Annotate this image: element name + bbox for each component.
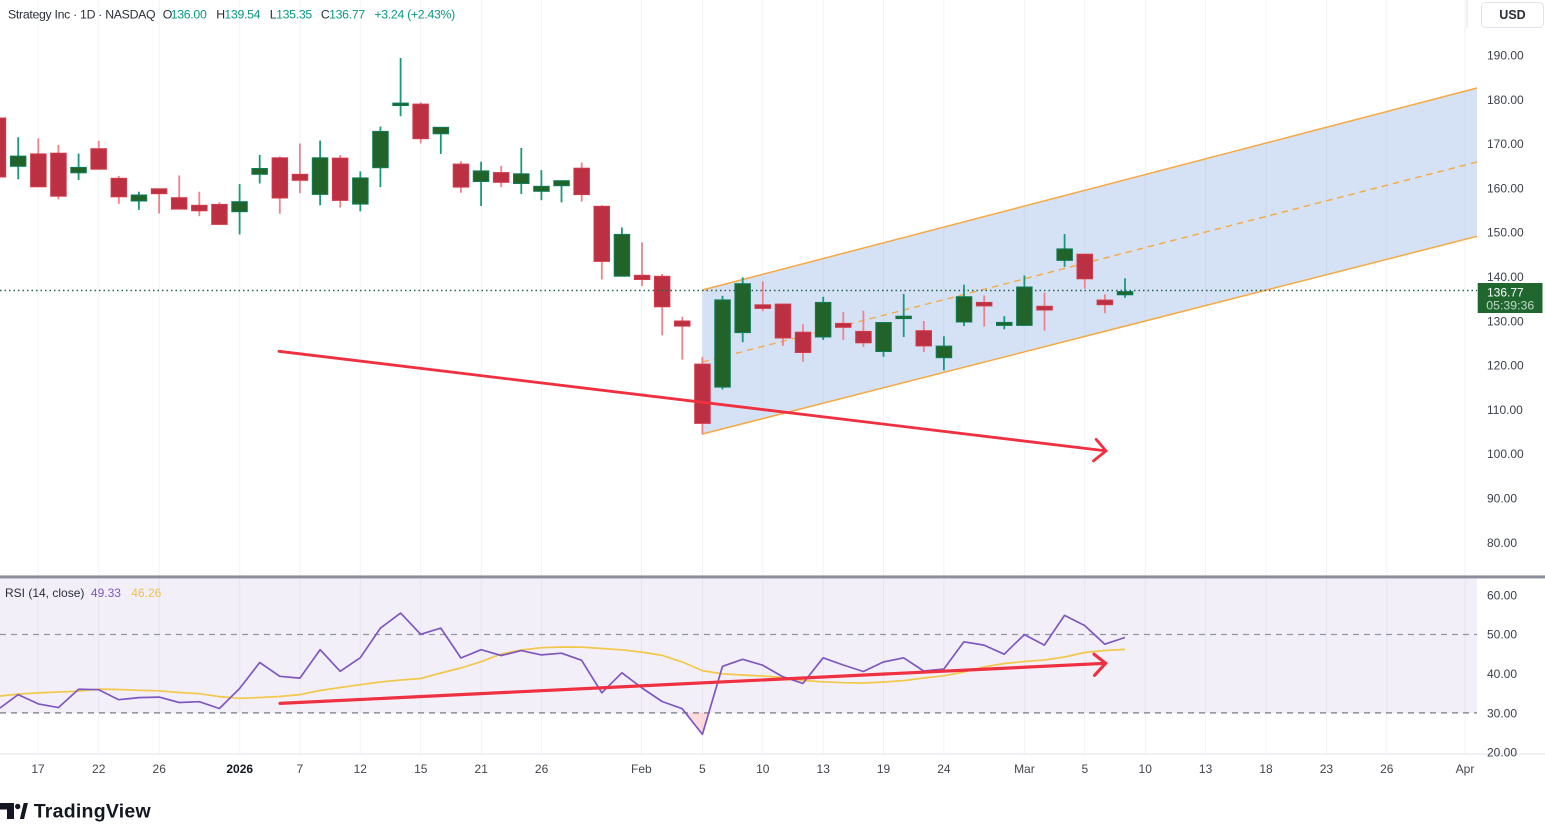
svg-text:19: 19 xyxy=(877,762,891,776)
svg-text:139.54: 139.54 xyxy=(224,8,260,22)
svg-text:20.00: 20.00 xyxy=(1487,745,1517,759)
svg-text:Mar: Mar xyxy=(1014,762,1035,776)
svg-text:O: O xyxy=(163,8,172,22)
svg-text:21: 21 xyxy=(475,762,489,776)
svg-text:17: 17 xyxy=(31,762,45,776)
svg-text:80.00: 80.00 xyxy=(1487,536,1517,550)
svg-text:Strategy Inc · 1D · NASDAQ: Strategy Inc · 1D · NASDAQ xyxy=(8,8,155,22)
svg-text:TradingView: TradingView xyxy=(34,801,152,823)
svg-text:120.00: 120.00 xyxy=(1487,359,1524,373)
svg-text:90.00: 90.00 xyxy=(1487,492,1517,506)
svg-text:15: 15 xyxy=(414,762,428,776)
svg-text:136.00: 136.00 xyxy=(171,8,207,22)
svg-text:130.00: 130.00 xyxy=(1487,314,1524,328)
svg-text:+3.24 (+2.43%): +3.24 (+2.43%) xyxy=(374,8,455,22)
svg-text:100.00: 100.00 xyxy=(1487,447,1524,461)
svg-text:13: 13 xyxy=(1199,762,1213,776)
svg-text:49.33: 49.33 xyxy=(91,586,121,600)
svg-text:05:39:36: 05:39:36 xyxy=(1486,299,1534,313)
svg-text:18: 18 xyxy=(1259,762,1273,776)
svg-text:170.00: 170.00 xyxy=(1487,137,1524,151)
svg-text:30.00: 30.00 xyxy=(1487,707,1517,721)
svg-text:135.35: 135.35 xyxy=(276,8,312,22)
svg-text:26: 26 xyxy=(535,762,549,776)
svg-text:22: 22 xyxy=(92,762,106,776)
svg-text:Feb: Feb xyxy=(631,762,652,776)
svg-text:150.00: 150.00 xyxy=(1487,226,1524,240)
svg-text:10: 10 xyxy=(756,762,770,776)
svg-text:13: 13 xyxy=(817,762,831,776)
svg-text:50.00: 50.00 xyxy=(1487,628,1517,642)
svg-text:7: 7 xyxy=(297,762,304,776)
svg-text:23: 23 xyxy=(1320,762,1334,776)
svg-text:C: C xyxy=(321,8,330,22)
svg-text:RSI (14, close): RSI (14, close) xyxy=(5,586,84,600)
svg-text:110.00: 110.00 xyxy=(1487,403,1523,417)
svg-text:10: 10 xyxy=(1139,762,1153,776)
svg-text:5: 5 xyxy=(1081,762,1088,776)
svg-text:190.00: 190.00 xyxy=(1487,49,1524,63)
svg-text:26: 26 xyxy=(1380,762,1394,776)
svg-text:5: 5 xyxy=(699,762,706,776)
svg-text:136.77: 136.77 xyxy=(329,8,365,22)
svg-text:180.00: 180.00 xyxy=(1487,93,1524,107)
svg-text:160.00: 160.00 xyxy=(1487,181,1524,195)
svg-text:46.26: 46.26 xyxy=(131,586,161,600)
svg-text:140.00: 140.00 xyxy=(1487,270,1524,284)
svg-text:USD: USD xyxy=(1499,8,1525,22)
svg-text:40.00: 40.00 xyxy=(1487,667,1517,681)
svg-text:12: 12 xyxy=(354,762,368,776)
svg-text:136.77: 136.77 xyxy=(1487,286,1524,300)
svg-text:60.00: 60.00 xyxy=(1487,588,1517,602)
svg-text:Apr: Apr xyxy=(1456,762,1475,776)
svg-text:26: 26 xyxy=(153,762,167,776)
svg-text:L: L xyxy=(270,8,277,22)
svg-text:H: H xyxy=(216,8,225,22)
svg-text:2026: 2026 xyxy=(226,762,253,776)
svg-text:24: 24 xyxy=(937,762,951,776)
